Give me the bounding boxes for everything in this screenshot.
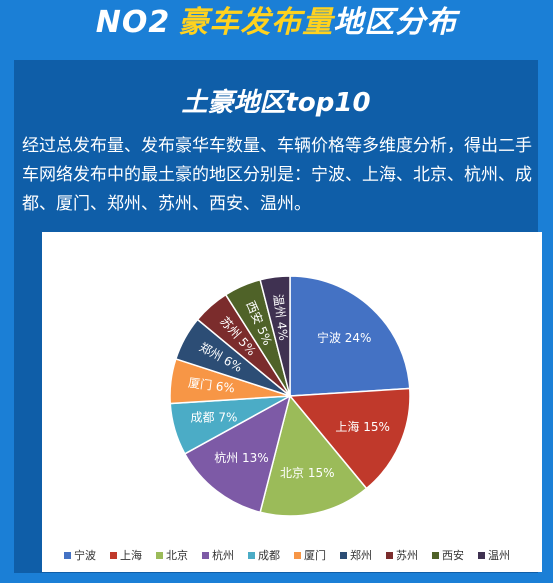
- legend-swatch-9: [478, 552, 485, 559]
- legend-label-8: 西安: [442, 548, 464, 562]
- banner-rest: 地区分布: [333, 5, 458, 40]
- page-banner: NO2 豪车发布量地区分布: [0, 0, 553, 46]
- legend-swatch-0: [64, 552, 71, 559]
- section-subtitle: 土豪地区top10: [181, 88, 371, 118]
- legend-swatch-1: [110, 552, 117, 559]
- legend-swatch-7: [386, 552, 393, 559]
- pie-slice-3: [183, 394, 292, 514]
- section-description: 经过总发布量、发布豪华车数量、车辆价格等多维度分析，得出二手车网络发布中的最土豪…: [22, 136, 532, 214]
- legend-label-5: 厦门: [304, 548, 326, 562]
- pie-slice-9: [259, 275, 291, 397]
- legend-label-7: 苏州: [396, 549, 418, 562]
- banner-number: NO2: [95, 5, 171, 40]
- pie-data-label-3: 杭州 13%: [214, 450, 269, 465]
- pie-chart: 宁波 24%上海 15%北京 15%杭州 13%成都 7%厦门 6%郑州 6%苏…: [64, 275, 510, 562]
- legend-swatch-4: [248, 552, 255, 559]
- legend-swatch-5: [294, 552, 301, 559]
- pie-data-label-0: 宁波 24%: [317, 330, 372, 345]
- legend-swatch-3: [202, 552, 209, 559]
- legend-swatch-6: [340, 552, 347, 559]
- pie-data-label-2: 北京 15%: [280, 466, 335, 480]
- pie-data-label-4: 成都 7%: [191, 411, 238, 425]
- pie-data-label-5: 厦门 6%: [187, 375, 235, 396]
- pie-slice-2: [259, 394, 368, 517]
- legend-label-9: 温州: [488, 549, 510, 562]
- legend-label-3: 杭州: [212, 548, 234, 562]
- pie-data-label-9: 温州 4%: [271, 293, 291, 341]
- pie-chart-container: 宁波 24% 上海 15% 北京 15% 杭州 13% 成都 7% 厦门 6% 郑州 6% 苏…: [42, 232, 542, 572]
- pie-slice-1: [288, 387, 411, 490]
- legend-label-6: 郑州: [350, 548, 372, 562]
- legend-label-4: 成都: [258, 549, 280, 562]
- content-panel: 土豪地区top10 经过总发布量、发布豪华车数量、车辆价格等多维度分析，得出二手…: [14, 60, 542, 573]
- banner-highlight: 豪车发布量: [178, 5, 334, 40]
- legend-label-0: 宁波: [74, 548, 96, 562]
- pie-slice-0: [289, 275, 411, 397]
- pie-data-label-1: 上海 15%: [335, 419, 390, 434]
- legend-swatch-8: [432, 552, 439, 559]
- legend-label-1: 上海: [120, 548, 142, 562]
- legend-label-2: 北京: [166, 548, 188, 562]
- legend-swatch-2: [156, 552, 163, 559]
